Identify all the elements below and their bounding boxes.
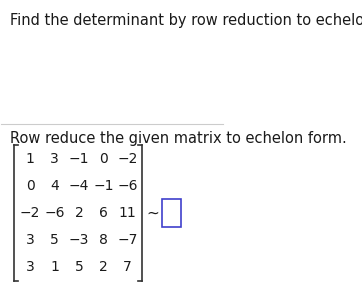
- Text: 4: 4: [50, 179, 59, 193]
- Text: 8: 8: [99, 233, 108, 247]
- Text: 1: 1: [26, 152, 35, 166]
- Text: 3: 3: [26, 260, 34, 274]
- Text: −2: −2: [20, 206, 41, 220]
- Text: −6: −6: [44, 206, 65, 220]
- Text: −7: −7: [118, 233, 138, 247]
- Text: 5: 5: [50, 233, 59, 247]
- Text: ~: ~: [147, 205, 160, 220]
- Text: 3: 3: [26, 233, 34, 247]
- Text: −6: −6: [117, 179, 138, 193]
- Text: −3: −3: [69, 233, 89, 247]
- Text: 6: 6: [99, 206, 108, 220]
- Text: 11: 11: [119, 206, 136, 220]
- Text: 0: 0: [26, 179, 34, 193]
- FancyBboxPatch shape: [162, 199, 181, 227]
- Text: −1: −1: [93, 179, 114, 193]
- Text: 1: 1: [50, 260, 59, 274]
- Text: −2: −2: [118, 152, 138, 166]
- Text: 5: 5: [75, 260, 83, 274]
- Text: −4: −4: [69, 179, 89, 193]
- Text: Find the determinant by row reduction to echelon form.: Find the determinant by row reduction to…: [10, 13, 362, 28]
- Text: 3: 3: [50, 152, 59, 166]
- Text: 2: 2: [99, 260, 108, 274]
- Text: 7: 7: [123, 260, 132, 274]
- Text: −1: −1: [69, 152, 89, 166]
- Text: Row reduce the given matrix to echelon form.: Row reduce the given matrix to echelon f…: [10, 132, 347, 146]
- Text: 2: 2: [75, 206, 83, 220]
- Text: 0: 0: [99, 152, 108, 166]
